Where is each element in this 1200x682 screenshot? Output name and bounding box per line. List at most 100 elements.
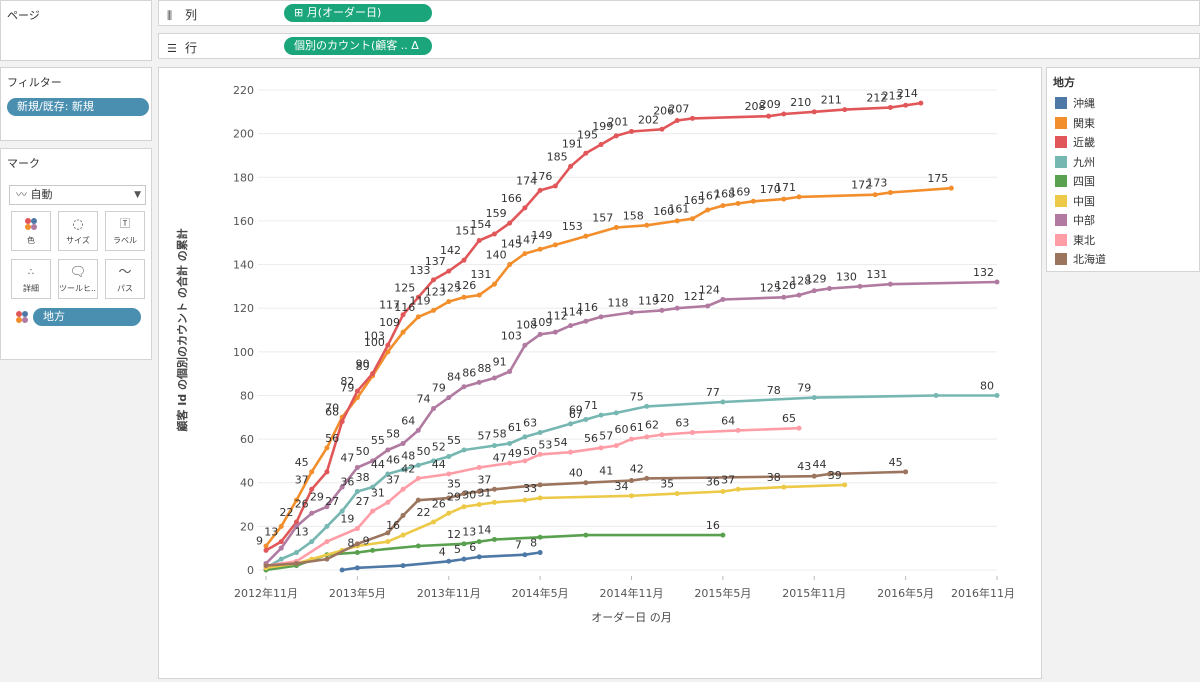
rows-shelf[interactable]: ☰ 行 個別のカウント(顧客 .. Δ — [158, 33, 1200, 59]
detail-button[interactable]: ∴ 詳細 — [11, 259, 51, 299]
data-label: 49 — [508, 447, 522, 460]
data-label: 185 — [547, 150, 568, 163]
data-label: 55 — [371, 434, 385, 447]
legend-item[interactable]: 関東 — [1055, 115, 1095, 133]
data-point — [278, 539, 284, 545]
filter-pill[interactable]: 新規/既存: 新規 — [7, 98, 149, 116]
y-tick-label: 180 — [233, 171, 254, 184]
data-label: 63 — [675, 417, 689, 430]
data-point — [461, 504, 467, 510]
data-label: 26 — [295, 497, 309, 510]
color-field-pill[interactable]: 地方 — [33, 308, 141, 326]
data-label: 54 — [554, 436, 568, 449]
data-label: 201 — [608, 115, 629, 128]
data-point — [689, 430, 695, 436]
marks-title: マーク — [7, 157, 40, 170]
data-label: 169 — [729, 185, 750, 198]
rows-label: 行 — [185, 41, 198, 55]
tooltip-button[interactable]: 🗨 ツールヒ... — [58, 259, 98, 299]
data-point — [644, 475, 650, 481]
data-label: 46 — [386, 454, 400, 467]
data-point — [522, 434, 528, 440]
size-button[interactable]: ◌ サイズ — [58, 211, 98, 251]
data-point — [507, 368, 513, 374]
data-point — [446, 395, 452, 401]
data-label: 160 — [653, 205, 674, 218]
data-point — [324, 556, 330, 562]
data-point — [659, 307, 665, 313]
data-label: 44 — [812, 458, 826, 471]
data-point — [339, 508, 345, 514]
data-point — [415, 294, 421, 300]
data-label: 16 — [386, 519, 400, 532]
data-point — [415, 427, 421, 433]
legend-item[interactable]: 東北 — [1055, 232, 1095, 250]
mark-type-dropdown[interactable]: 〰 自動 ▼ — [9, 185, 146, 205]
data-label: 157 — [592, 211, 613, 224]
color-button[interactable]: 色 — [11, 211, 51, 251]
legend-item[interactable]: 中国 — [1055, 193, 1095, 211]
data-label: 70 — [325, 401, 339, 414]
data-label: 36 — [706, 475, 720, 488]
label-button[interactable]: 🅃 ラベル — [105, 211, 145, 251]
data-point — [629, 493, 634, 499]
data-point — [309, 539, 315, 545]
data-label: 173 — [866, 177, 887, 190]
legend-item[interactable]: 四国 — [1055, 173, 1095, 191]
data-label: 208 — [745, 100, 766, 113]
data-point — [857, 283, 863, 289]
data-point — [552, 329, 558, 335]
data-label: 29 — [447, 491, 461, 504]
data-point — [537, 482, 543, 488]
data-label: 27 — [325, 495, 339, 508]
data-point — [629, 436, 634, 442]
data-label: 53 — [538, 438, 552, 451]
data-label: 38 — [356, 471, 370, 484]
data-point — [842, 482, 848, 488]
data-label: 131 — [470, 268, 491, 281]
data-point — [537, 534, 543, 540]
legend-item[interactable]: 近畿 — [1055, 134, 1095, 152]
data-label: 120 — [653, 292, 674, 305]
legend-swatch — [1055, 214, 1067, 226]
data-point — [568, 421, 574, 427]
data-point — [568, 323, 574, 329]
y-tick-label: 220 — [233, 84, 254, 97]
data-label: 37 — [295, 473, 309, 486]
data-label: 125 — [440, 281, 461, 294]
data-point — [735, 486, 741, 492]
path-button[interactable]: 〜 パス — [105, 259, 145, 299]
columns-shelf[interactable]: ⫼ 列 ⊞ 月(オーダー日) — [158, 0, 1200, 26]
legend-item[interactable]: 北海道 — [1055, 251, 1106, 269]
columns-icon: ⫼ — [167, 9, 173, 22]
legend-swatch — [1055, 194, 1067, 207]
data-label: 33 — [523, 482, 537, 495]
data-point — [598, 445, 604, 451]
data-point — [918, 100, 924, 106]
data-point — [811, 288, 817, 294]
data-label: 116 — [394, 301, 415, 314]
data-label: 27 — [356, 495, 370, 508]
data-label: 140 — [486, 249, 507, 262]
size-button-label: サイズ — [66, 236, 90, 245]
data-label: 124 — [699, 283, 720, 296]
data-label: 89 — [356, 360, 370, 373]
data-label: 61 — [508, 421, 522, 434]
data-label: 58 — [493, 427, 507, 440]
columns-pill[interactable]: ⊞ 月(オーダー日) — [284, 4, 432, 22]
y-tick-label: 140 — [233, 259, 254, 272]
data-label: 41 — [599, 465, 613, 478]
rows-pill[interactable]: 個別のカウント(顧客 .. Δ — [284, 37, 432, 55]
data-point — [431, 277, 437, 283]
legend-item[interactable]: 中部 — [1055, 212, 1095, 230]
data-point — [370, 547, 376, 553]
data-point — [583, 416, 589, 422]
data-point — [354, 488, 360, 494]
legend-item[interactable]: 九州 — [1055, 154, 1095, 172]
data-point — [461, 294, 467, 300]
filters-panel: フィルター 新規/既存: 新規 — [0, 67, 152, 141]
legend-item[interactable]: 沖縄 — [1055, 95, 1095, 113]
y-tick-label: 60 — [240, 433, 254, 446]
data-point — [446, 471, 452, 477]
data-point — [476, 554, 482, 560]
